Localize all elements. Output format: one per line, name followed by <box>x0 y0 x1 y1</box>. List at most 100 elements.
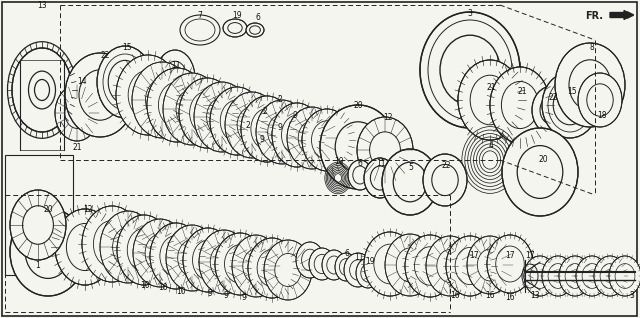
Text: 19: 19 <box>365 257 375 266</box>
Text: 2: 2 <box>278 95 282 105</box>
Ellipse shape <box>364 158 396 198</box>
Ellipse shape <box>344 253 372 287</box>
Text: 17: 17 <box>505 252 515 260</box>
Ellipse shape <box>215 233 265 295</box>
Text: 12: 12 <box>83 205 93 215</box>
Text: 2: 2 <box>246 121 250 130</box>
Ellipse shape <box>179 78 235 148</box>
Text: 14: 14 <box>77 78 87 86</box>
Ellipse shape <box>524 256 556 296</box>
Ellipse shape <box>357 117 413 183</box>
Text: 15: 15 <box>122 43 132 52</box>
Text: 18: 18 <box>597 112 607 121</box>
Text: 12: 12 <box>383 114 393 122</box>
Ellipse shape <box>348 160 372 190</box>
Ellipse shape <box>272 103 322 167</box>
Text: 3: 3 <box>468 10 472 18</box>
Text: 17: 17 <box>525 252 535 260</box>
Ellipse shape <box>364 232 416 296</box>
Text: 9: 9 <box>207 288 212 298</box>
Ellipse shape <box>502 128 578 216</box>
Ellipse shape <box>578 73 622 127</box>
Ellipse shape <box>446 236 494 296</box>
Text: 16: 16 <box>450 291 460 300</box>
Ellipse shape <box>559 256 591 296</box>
Ellipse shape <box>65 53 135 137</box>
Text: 13: 13 <box>37 2 47 10</box>
Ellipse shape <box>241 96 293 162</box>
Ellipse shape <box>194 82 250 152</box>
Ellipse shape <box>12 48 72 132</box>
Ellipse shape <box>155 50 195 106</box>
Text: 22: 22 <box>100 51 109 59</box>
Text: 15: 15 <box>567 87 577 96</box>
Text: 21: 21 <box>517 87 527 96</box>
Text: 10: 10 <box>140 280 150 289</box>
Ellipse shape <box>335 253 357 281</box>
Ellipse shape <box>199 230 249 294</box>
Text: 9: 9 <box>292 112 298 121</box>
Text: 6: 6 <box>344 250 349 259</box>
Ellipse shape <box>132 62 192 138</box>
Ellipse shape <box>150 223 202 289</box>
Ellipse shape <box>100 211 156 283</box>
Text: 9: 9 <box>241 294 246 302</box>
Text: 7: 7 <box>198 11 202 20</box>
Ellipse shape <box>487 235 533 293</box>
Text: 10: 10 <box>158 284 168 293</box>
Ellipse shape <box>232 235 280 297</box>
Ellipse shape <box>609 256 640 296</box>
Text: 8: 8 <box>589 44 595 52</box>
Text: 13: 13 <box>530 291 540 300</box>
Text: 1: 1 <box>36 260 40 269</box>
Ellipse shape <box>423 154 467 206</box>
Ellipse shape <box>147 68 207 142</box>
Text: 19: 19 <box>232 11 242 20</box>
Text: 11: 11 <box>376 160 386 169</box>
Text: 6: 6 <box>255 12 260 22</box>
Text: 5: 5 <box>408 162 413 171</box>
Ellipse shape <box>555 43 625 127</box>
Text: 21: 21 <box>72 143 82 153</box>
Text: 6: 6 <box>358 158 362 168</box>
Ellipse shape <box>458 60 522 140</box>
Text: 9: 9 <box>260 135 264 144</box>
Ellipse shape <box>385 234 435 296</box>
Ellipse shape <box>225 92 279 158</box>
Ellipse shape <box>10 190 66 260</box>
Ellipse shape <box>356 258 380 288</box>
Ellipse shape <box>133 219 187 287</box>
Ellipse shape <box>405 235 455 297</box>
Text: 2: 2 <box>262 107 268 116</box>
Text: 10: 10 <box>176 287 186 296</box>
Ellipse shape <box>594 256 626 296</box>
Text: 17: 17 <box>469 252 479 260</box>
Ellipse shape <box>264 240 312 300</box>
Ellipse shape <box>322 250 346 280</box>
Ellipse shape <box>117 215 171 285</box>
Ellipse shape <box>55 85 99 141</box>
Ellipse shape <box>309 248 335 280</box>
Text: 22: 22 <box>441 161 451 169</box>
Ellipse shape <box>467 236 513 294</box>
Ellipse shape <box>296 242 324 278</box>
Ellipse shape <box>97 46 153 118</box>
Ellipse shape <box>248 238 296 298</box>
Ellipse shape <box>246 23 264 37</box>
Ellipse shape <box>320 105 396 189</box>
Ellipse shape <box>10 208 86 296</box>
Ellipse shape <box>426 236 474 296</box>
Text: 19: 19 <box>334 157 344 167</box>
Text: 22: 22 <box>548 93 557 101</box>
Text: 11: 11 <box>355 253 364 262</box>
Text: FR.: FR. <box>585 11 603 21</box>
Ellipse shape <box>166 225 218 291</box>
Ellipse shape <box>223 19 247 37</box>
Ellipse shape <box>542 72 598 138</box>
Ellipse shape <box>183 228 233 292</box>
Ellipse shape <box>116 55 180 135</box>
Ellipse shape <box>382 149 438 215</box>
Text: 20: 20 <box>43 205 53 215</box>
Ellipse shape <box>420 12 520 128</box>
Ellipse shape <box>287 107 337 169</box>
